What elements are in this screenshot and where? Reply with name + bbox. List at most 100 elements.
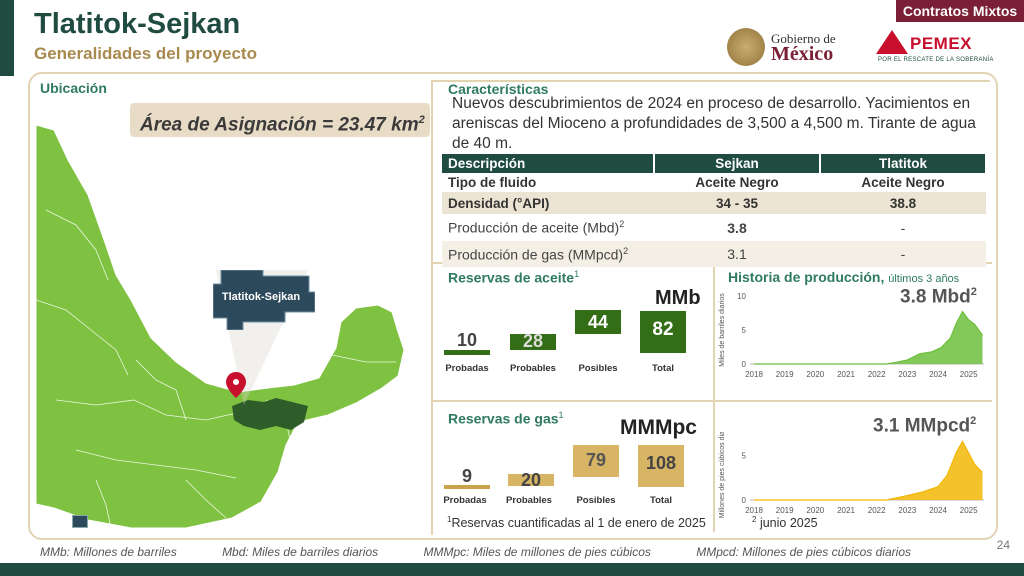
history-note: últimos 3 años: [888, 273, 960, 285]
oil-production-value: 3.8 Mbd2: [900, 286, 977, 308]
gas-total-box: 108: [638, 445, 684, 487]
gob-logo-line2: México: [771, 43, 834, 65]
column-divider: [431, 80, 433, 535]
features-description: Nuevos descubrimientos de 2024 en proces…: [452, 95, 976, 152]
sejkan-cell: Aceite Negro: [695, 175, 779, 190]
oil-production-sup: 2: [970, 286, 977, 298]
pemex-tagline: POR EL RESCATE DE LA SOBERANÍA: [878, 57, 994, 63]
sejkan-cell: 3.8: [727, 219, 747, 236]
oil-posibles-box: 44: [575, 310, 621, 334]
table-row: Producción de aceite (Mbd)2 3.8 -: [442, 214, 986, 241]
asignacion-area: [232, 398, 308, 430]
header-cell: Descripción: [442, 154, 655, 173]
callout-box: [213, 270, 315, 330]
oil-reserves-sup: 1: [574, 269, 580, 279]
oil-total-box: 82: [640, 311, 686, 353]
legend-item: MMMpc: Miles de millones de pies cúbicos: [423, 545, 651, 559]
table-row: Producción de gas (MMpcd)2 3.1 -: [442, 241, 986, 267]
reserves-footnote-text: Reservas cuantificadas al 1 de enero de …: [451, 516, 706, 531]
oil-probables-label: Probables: [510, 363, 556, 374]
footer-bar: [0, 563, 1024, 576]
header-accent-bar: [0, 0, 14, 76]
table-row: Tipo de fluido Aceite Negro Aceite Negro: [442, 173, 986, 192]
legend-item: Mbd: Miles de barriles diarios: [222, 545, 379, 559]
row-label: Producción de gas (MMpcd)2: [442, 241, 654, 267]
reserves-footnote-sup: 1: [447, 515, 452, 524]
location-heading: Ubicación: [40, 80, 107, 96]
x-tick-label: 2022: [868, 506, 886, 515]
history-title: Historia de producción: [728, 269, 881, 285]
row-label: Tipo de fluido: [448, 175, 537, 190]
gas-reserves-heading: Reservas de gas1: [448, 410, 564, 427]
oil-production-text: 3.8 Mbd: [900, 286, 971, 308]
history-heading: Historia de producción, últimos 3 años: [728, 269, 960, 285]
row-label: Densidad (°API): [442, 192, 654, 214]
location-pin-icon: [226, 372, 246, 398]
oil-posibles-label: Posibles: [578, 363, 618, 374]
x-tick-label: 2024: [929, 506, 947, 515]
sejkan-cell: 3.1: [654, 241, 820, 267]
date-footnote: 2 junio 2025: [752, 515, 818, 530]
gas-reserves-title: Reservas de gas: [448, 410, 559, 427]
date-footnote-text: junio 2025: [759, 516, 818, 531]
gas-posibles-label: Posibles: [576, 495, 616, 506]
x-tick-label: 2018: [745, 506, 763, 515]
table-row: Densidad (°API) 34 - 35 38.8: [442, 192, 986, 214]
page-subtitle: Generalidades del proyecto: [34, 44, 257, 63]
oil-total-label: Total: [652, 363, 674, 374]
x-tick-label: 2021: [837, 506, 855, 515]
production-area: [754, 311, 983, 364]
units-legend: MMb: Millones de barriles Mbd: Miles de …: [40, 545, 940, 559]
reserves-footnote: 1Reservas cuantificadas al 1 de enero de…: [447, 515, 706, 530]
page-number: 24: [996, 538, 1010, 552]
gas-probables-value: 20: [520, 470, 542, 490]
area-label: Área de Asignación = 23.47 km: [140, 114, 419, 136]
oil-total-value: 82: [652, 319, 674, 340]
date-footnote-sup: 2: [752, 515, 757, 524]
oil-posibles-value: 44: [587, 312, 609, 332]
oil-history-chart: Miles de barriles diarios 0 5 10 2018 2019 202…: [719, 292, 984, 379]
history-divider: [713, 262, 715, 532]
gas-divider: [432, 400, 992, 402]
map-marker-square: [72, 515, 88, 528]
x-tick-label: 2022: [868, 370, 886, 379]
gas-probables-box: 20: [508, 470, 554, 490]
x-tick-label: 2020: [806, 506, 824, 515]
area-sup: 2: [418, 114, 425, 126]
contract-type-tag: Contratos Mixtos: [894, 0, 1024, 22]
gas-production-sup: 2: [970, 415, 977, 427]
pemex-wordmark: PEMEX: [910, 34, 973, 53]
gas-probadas-box: 9: [444, 466, 490, 490]
callout-label: Tlatitok-Sejkan: [221, 291, 301, 303]
oil-probables-value: 28: [522, 331, 544, 351]
gobierno-mexico-logo: Gobierno de México: [727, 28, 857, 68]
x-tick-label: 2019: [776, 370, 794, 379]
features-heading: Características: [448, 81, 549, 97]
gas-posibles-value: 79: [585, 450, 607, 470]
row-label: Producción de aceite (Mbd)2: [442, 214, 654, 241]
land-mass: [36, 124, 405, 529]
y-axis-label: Miles de barriles diarios: [719, 293, 726, 367]
x-tick-label: 2019: [776, 506, 794, 515]
tlatitok-cell: -: [900, 219, 906, 236]
oil-reserves-heading: Reservas de aceite1: [448, 269, 579, 286]
gas-reserves-unit: MMMpc: [620, 416, 697, 439]
y-tick-label: 0: [742, 360, 747, 369]
row-label-text: Producción de aceite (Mbd): [448, 219, 620, 236]
x-tick-label: 2025: [960, 370, 978, 379]
x-tick-label: 2018: [745, 370, 763, 379]
oil-probables-box: 28: [510, 331, 556, 351]
x-tick-label: 2020: [806, 370, 824, 379]
oil-probadas-label: Probadas: [445, 363, 489, 374]
pemex-logo: PEMEX POR EL RESCATE DE LA SOBERANÍA: [876, 26, 996, 66]
legend-item: MMpcd: Millones de pies cúbicos diarios: [696, 545, 911, 559]
pemex-eagle-icon: [876, 30, 908, 54]
oil-reserves-title: Reservas de aceite: [448, 269, 575, 286]
x-tick-label: 2025: [960, 506, 978, 515]
features-table: Descripción Sejkan Tlatitok Tipo de flui…: [442, 154, 987, 267]
gas-probables-label: Probables: [506, 495, 552, 506]
area-badge: Área de Asignación = 23.47 km2: [130, 103, 430, 137]
x-tick-label: 2023: [898, 370, 916, 379]
production-area: [754, 441, 983, 500]
sejkan-cell: 34 - 35: [654, 192, 820, 214]
